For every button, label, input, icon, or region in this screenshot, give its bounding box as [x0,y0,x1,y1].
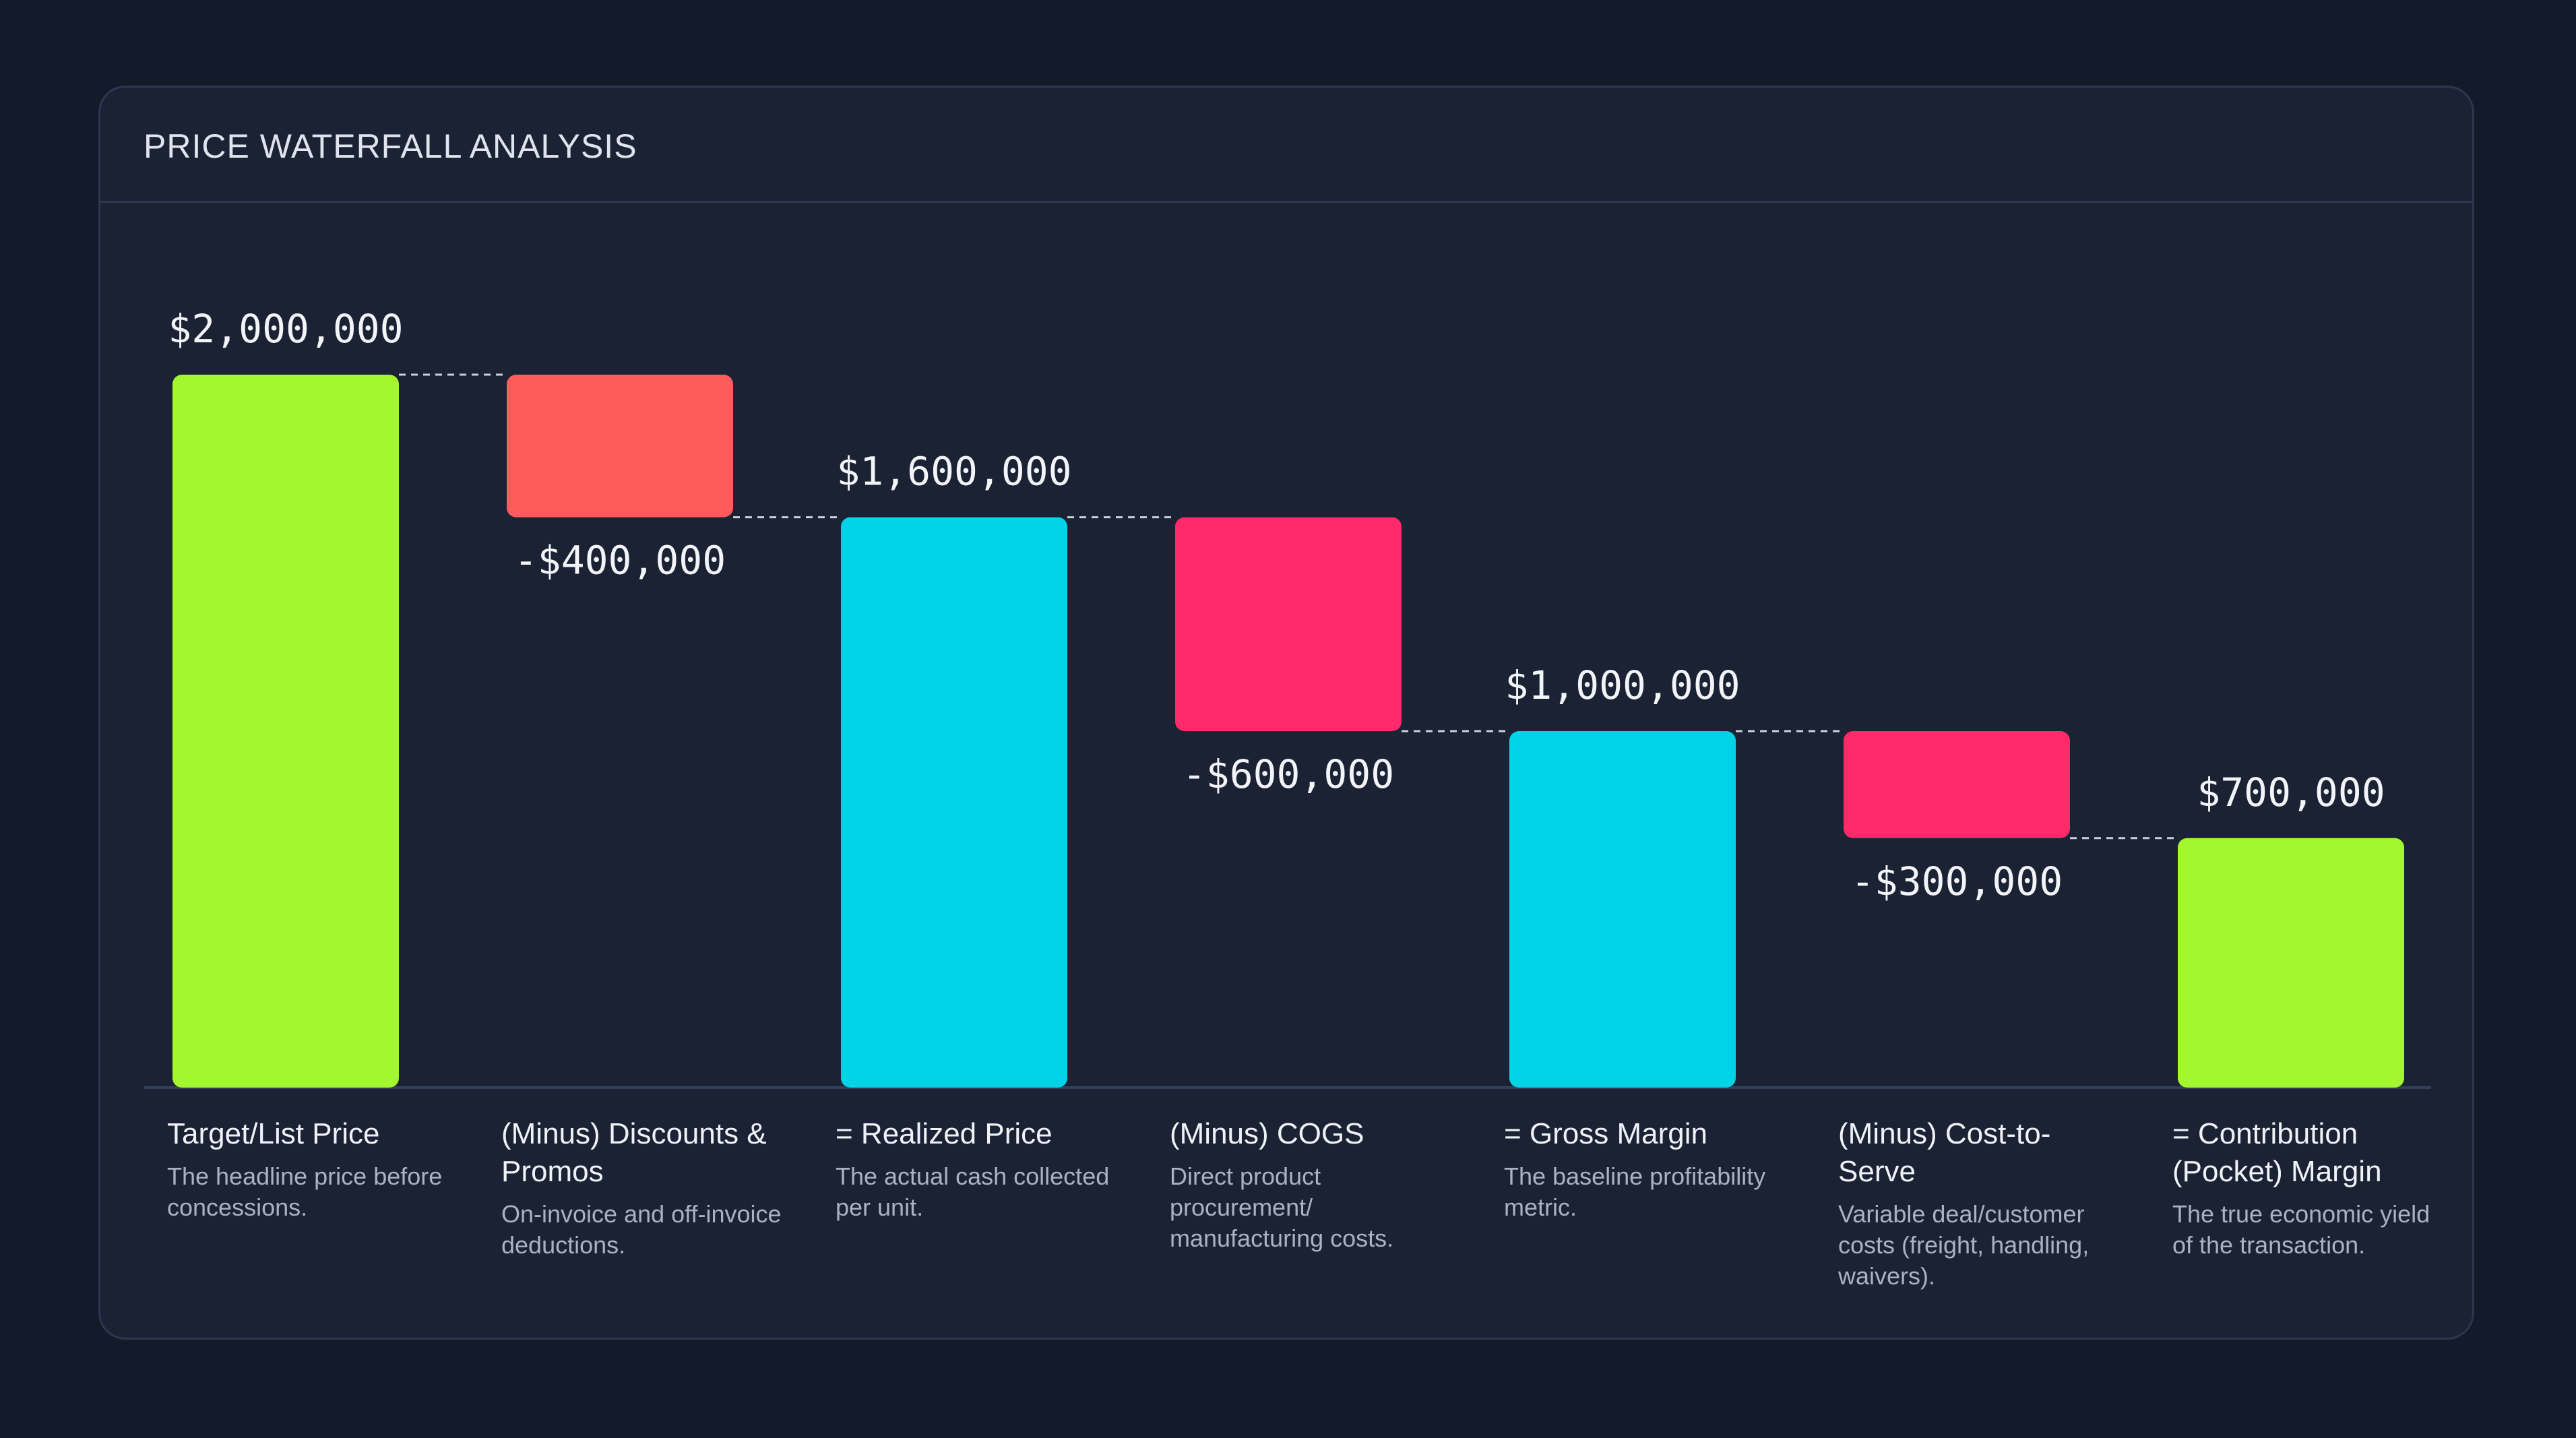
category-description: The baseline profitability metric. [1504,1162,1766,1221]
category-description: The actual cash collected per unit. [836,1162,1110,1221]
value-label: $1,600,000 [836,449,1071,495]
bar [1844,731,2070,838]
category-label-group: = Gross Margin The baseline profitability… [1504,1115,1787,1223]
category-label-group: (Minus) Cost-to-Serve Variable deal/custo… [1838,1115,2121,1292]
category-label: (Minus) Discounts & Promos [501,1117,767,1188]
bar [172,375,399,1088]
category-description: The headline price before concessions. [167,1162,443,1221]
category-label: (Minus) Cost-to-Serve [1838,1117,2051,1188]
value-label: $1,000,000 [1505,662,1740,708]
category-label-group: (Minus) Discounts & Promos On-invoice and… [501,1115,784,1261]
bar [2178,838,2404,1088]
chart-title: PRICE WATERFALL ANALYSIS [144,127,637,165]
category-label: = Realized Price [836,1117,1053,1150]
card-header: PRICE WATERFALL ANALYSIS [100,88,2472,203]
category-label: = Contribution (Pocket) Margin [2172,1117,2382,1188]
value-label: -$400,000 [514,538,726,584]
value-label: $2,000,000 [168,306,403,352]
bar [1175,517,1402,731]
category-label-group: = Contribution (Pocket) Margin The true e… [2172,1115,2455,1261]
category-label: Target/List Price [167,1117,380,1150]
category-label-group: Target/List Price The headline price befo… [167,1115,450,1223]
category-description: On-invoice and off-invoice deductions. [501,1200,782,1259]
value-label: $700,000 [2197,770,2385,815]
category-label-group: (Minus) COGS Direct product procurement/ … [1170,1115,1453,1254]
bar [841,517,1067,1088]
category-label-group: = Realized Price The actual cash collecte… [836,1115,1119,1223]
category-label: = Gross Margin [1504,1117,1707,1150]
category-label: (Minus) COGS [1170,1117,1364,1150]
bar [1509,731,1736,1088]
value-label: -$600,000 [1183,751,1394,797]
value-label: -$300,000 [1851,858,2063,904]
category-description: The true economic yield of the transacti… [2172,1200,2430,1259]
bar [507,375,733,518]
category-description: Direct product procurement/ manufacturin… [1170,1162,1394,1252]
category-description: Variable deal/customer costs (freight, h… [1838,1200,2090,1290]
